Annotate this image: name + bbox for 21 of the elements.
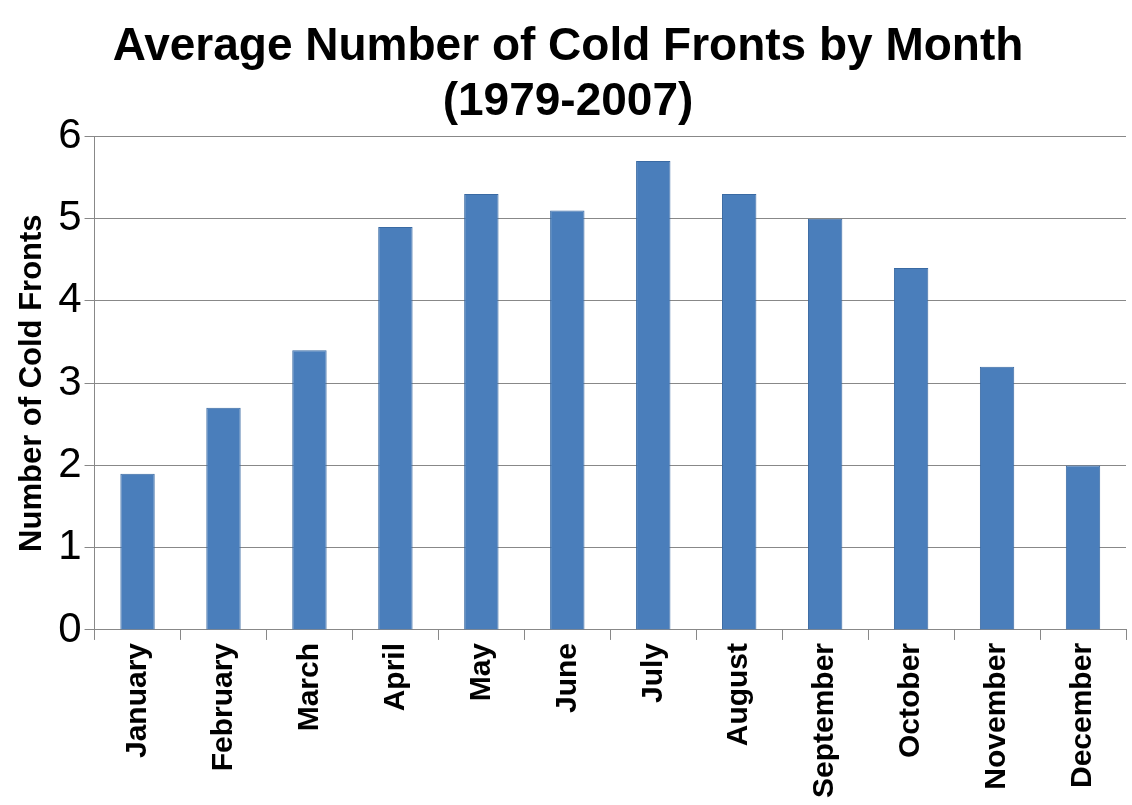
x-tick-label: January bbox=[118, 642, 152, 759]
x-tick-label: March bbox=[290, 642, 324, 732]
x-tick-label: February bbox=[204, 642, 238, 772]
x-tick-label: August bbox=[720, 642, 754, 747]
x-tick-label: November bbox=[978, 642, 1012, 790]
x-tick-label: December bbox=[1064, 642, 1098, 789]
y-tick-label: 0 bbox=[58, 603, 82, 651]
x-tick-label: July bbox=[634, 642, 668, 703]
x-tick-label: October bbox=[892, 642, 926, 758]
y-tick-label: 5 bbox=[58, 192, 82, 240]
x-tick-label: September bbox=[806, 642, 840, 799]
y-tick-label: 3 bbox=[58, 356, 82, 404]
chart-title: Average Number of Cold Fronts by Month (1979-2007) bbox=[112, 18, 1024, 126]
y-tick-label: 4 bbox=[58, 274, 82, 322]
y-tick-label: 6 bbox=[58, 109, 82, 157]
y-tick-label: 2 bbox=[58, 439, 82, 487]
y-tick-label: 1 bbox=[58, 521, 82, 569]
x-tick-label: April bbox=[376, 642, 410, 712]
y-axis-title: Number of Cold Fronts bbox=[13, 214, 49, 552]
x-tick-label: June bbox=[548, 642, 582, 713]
x-tick-label: May bbox=[462, 642, 496, 702]
